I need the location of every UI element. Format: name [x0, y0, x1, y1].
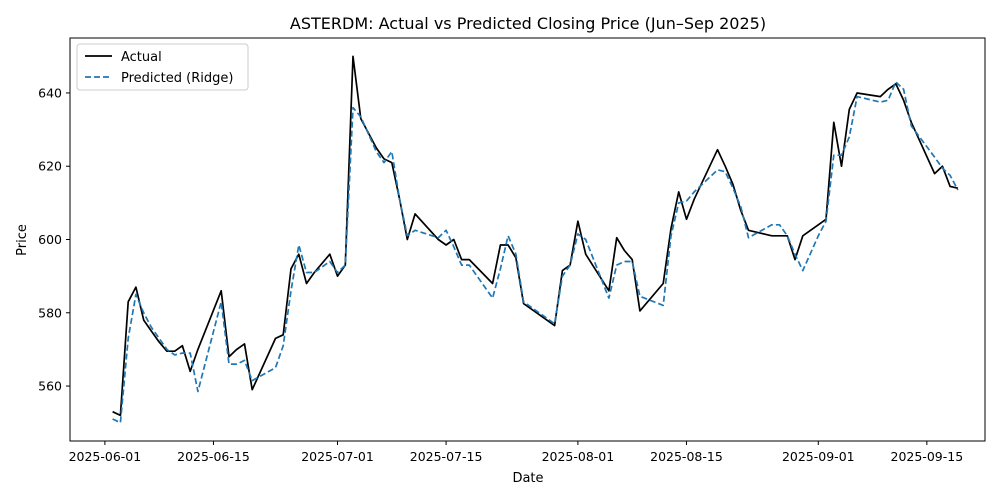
y-tick-label: 560: [38, 379, 62, 394]
x-axis-label: Date: [512, 471, 543, 486]
x-tick-label: 2025-07-01: [301, 449, 374, 464]
series-line-actual: [112, 55, 959, 417]
y-tick-label: 580: [38, 305, 62, 320]
series-line-predicted: [112, 81, 959, 424]
plot-area: [70, 38, 985, 441]
x-tick-label: 2025-09-01: [782, 449, 855, 464]
y-axis-label: Price: [15, 224, 30, 256]
legend-box: [76, 43, 249, 91]
chart-title: ASTERDM: Actual vs Predicted Closing Pri…: [290, 14, 766, 33]
x-tick-label: 2025-09-15: [891, 449, 964, 464]
y-tick-label: 600: [38, 232, 62, 247]
x-tick-label: 2025-08-01: [542, 449, 615, 464]
series-layer: [112, 55, 959, 424]
x-tick-label: 2025-07-15: [410, 449, 483, 464]
y-tick-label: 640: [38, 85, 62, 100]
legend-label-predicted: Predicted (Ridge): [121, 71, 233, 86]
y-axis-ticks: 560 580 600 620 640: [38, 85, 70, 394]
plot-frame: [69, 37, 986, 442]
x-tick-label: 2025-06-15: [177, 449, 250, 464]
x-tick-label: 2025-06-01: [69, 449, 142, 464]
x-tick-label: 2025-08-15: [650, 449, 723, 464]
y-tick-label: 620: [38, 159, 62, 174]
legend: Actual Predicted (Ridge): [76, 43, 249, 91]
x-axis-ticks: 2025-06-01 2025-06-15 2025-07-01 2025-07-15…: [69, 441, 964, 464]
legend-label-actual: Actual: [121, 50, 162, 65]
